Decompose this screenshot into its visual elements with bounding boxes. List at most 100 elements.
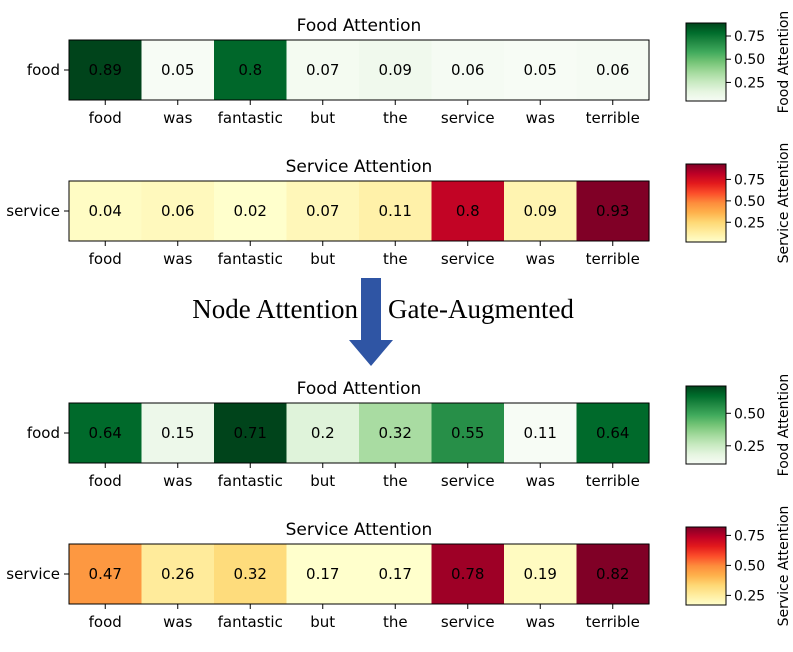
heatmap-cell (141, 544, 215, 604)
heatmap-cell (286, 403, 360, 463)
x-tick-label: was (526, 109, 555, 127)
heatmap-cell (431, 181, 505, 241)
colorbar-tick-label: 0.50 (734, 52, 765, 68)
heatmap-cell (286, 181, 360, 241)
heatmap-cell (431, 40, 505, 100)
heatmap-cell (214, 403, 288, 463)
x-tick-label: but (310, 472, 335, 490)
colorbar-label: Food Attention (776, 374, 792, 477)
heatmap-panel-3: Food Attention 0.64 0.15 0.71 0.2 0.32 0.55 0.1… (27, 374, 792, 490)
cell-value-label: 0.02 (234, 202, 267, 220)
row-label: food (27, 424, 60, 442)
x-tick-label: was (163, 250, 192, 268)
colorbar (685, 385, 727, 465)
colorbar-tick-label: 0.25 (734, 215, 765, 231)
cell-value-label: 0.06 (451, 61, 484, 79)
heatmap-cell (286, 40, 360, 100)
row-label: service (6, 565, 60, 583)
heatmap-cell (141, 403, 215, 463)
down-arrow-icon (349, 278, 393, 366)
x-tick-label: the (383, 109, 408, 127)
colorbar (685, 22, 727, 102)
cell-value-label: 0.11 (379, 202, 412, 220)
x-tick-label: food (89, 109, 122, 127)
panel-title: Service Attention (286, 157, 433, 177)
colorbar-label: Food Attention (776, 11, 792, 114)
heatmap-cell (359, 403, 433, 463)
heatmap-cell (576, 403, 650, 463)
cell-value-label: 0.78 (451, 565, 484, 583)
x-tick-label: service (441, 109, 495, 127)
x-tick-label: food (89, 250, 122, 268)
heatmap-cell (214, 40, 288, 100)
heatmap-cell (576, 544, 650, 604)
heatmap-cell (504, 181, 578, 241)
row-label: food (27, 61, 60, 79)
cell-value-label: 0.55 (451, 424, 484, 442)
x-tick-label: service (441, 613, 495, 631)
colorbar-label: Service Attention (776, 506, 792, 627)
heatmap-cell (431, 403, 505, 463)
cell-value-label: 0.07 (306, 61, 339, 79)
heatmap-cell (359, 544, 433, 604)
cell-value-label: 0.64 (89, 424, 122, 442)
cell-value-label: 0.17 (306, 565, 339, 583)
cell-value-label: 0.09 (379, 61, 412, 79)
heatmap-panel-1: Food Attention 0.89 0.05 0.8 0.07 0.09 0.06 0.0… (27, 11, 792, 127)
heatmap-cell (214, 544, 288, 604)
x-tick-label: fantastic (218, 613, 283, 631)
x-tick-label: the (383, 250, 408, 268)
x-tick-label: fantastic (218, 472, 283, 490)
x-tick-label: terrible (586, 613, 640, 631)
x-tick-label: was (526, 613, 555, 631)
heatmap-cell (504, 544, 578, 604)
colorbar-tick-label: 0.50 (734, 406, 765, 422)
x-tick-label: but (310, 250, 335, 268)
cell-value-label: 0.04 (89, 202, 122, 220)
cell-value-label: 0.07 (306, 202, 339, 220)
panel-title: Food Attention (297, 379, 422, 399)
cell-value-label: 0.06 (596, 61, 629, 79)
x-tick-label: terrible (586, 109, 640, 127)
heatmap-cell (504, 403, 578, 463)
heatmap-panel-4: Service Attention 0.47 0.26 0.32 0.17 0.17 0.7… (6, 506, 792, 631)
heatmap-cell (359, 40, 433, 100)
colorbar-tick-label: 0.50 (734, 194, 765, 210)
x-tick-label: but (310, 109, 335, 127)
heatmap-cell (431, 544, 505, 604)
row-label: service (6, 202, 60, 220)
x-tick-label: was (163, 472, 192, 490)
cell-value-label: 0.93 (596, 202, 629, 220)
heatmap-cell (576, 40, 650, 100)
cell-value-label: 0.15 (161, 424, 194, 442)
cell-value-label: 0.47 (89, 565, 122, 583)
heatmap-cell (69, 40, 143, 100)
panel-title: Service Attention (286, 520, 433, 540)
heatmap-cell (141, 181, 215, 241)
cell-value-label: 0.82 (596, 565, 629, 583)
x-tick-label: fantastic (218, 250, 283, 268)
middle-annotation: Node Attention Gate-Augmented (192, 278, 574, 366)
heatmap-panel-2: Service Attention 0.04 0.06 0.02 0.07 0.11 0.8… (6, 143, 792, 268)
cell-value-label: 0.64 (596, 424, 629, 442)
x-tick-label: was (526, 250, 555, 268)
panel-title: Food Attention (297, 16, 422, 36)
heatmap-cell (69, 181, 143, 241)
cell-value-label: 0.89 (89, 61, 122, 79)
cell-value-label: 0.8 (456, 202, 480, 220)
colorbar-tick-label: 0.25 (734, 75, 765, 91)
x-tick-label: was (526, 472, 555, 490)
cell-value-label: 0.05 (524, 61, 557, 79)
cell-value-label: 0.2 (311, 424, 335, 442)
cell-value-label: 0.32 (379, 424, 412, 442)
cell-value-label: 0.26 (161, 565, 194, 583)
x-tick-label: the (383, 472, 408, 490)
heatmap-cell (69, 544, 143, 604)
cell-value-label: 0.17 (379, 565, 412, 583)
colorbar-tick-label: 0.50 (734, 558, 765, 574)
cell-value-label: 0.09 (524, 202, 557, 220)
heatmap-cell (286, 544, 360, 604)
colorbar-tick-label: 0.25 (734, 439, 765, 455)
x-tick-label: terrible (586, 250, 640, 268)
